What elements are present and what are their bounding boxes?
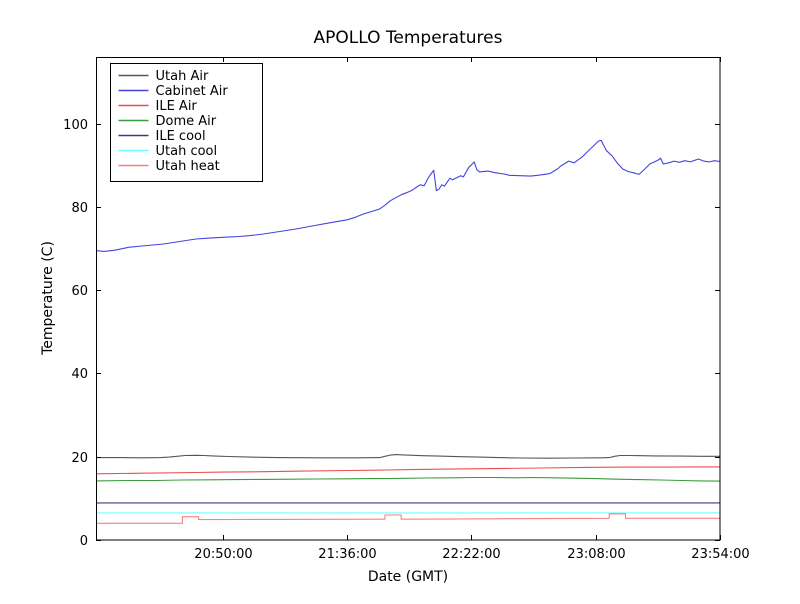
legend-label: Utah Air (156, 69, 209, 84)
series-line-cabinet-air (95, 139, 721, 252)
y-tick-label: 100 (63, 118, 88, 133)
x-axis-label: Date (GMT) (368, 569, 448, 585)
legend-label: Cabinet Air (156, 84, 229, 99)
legend-label: ILE Air (156, 99, 198, 114)
y-axis-label: Temperature (C) (40, 241, 56, 356)
y-tick-label: 20 (71, 451, 88, 466)
y-tick-label: 0 (80, 534, 88, 549)
x-tick-label: 23:08:00 (567, 547, 625, 562)
y-tick-label: 80 (71, 201, 88, 216)
plot-area-border (96, 57, 721, 541)
legend-label: ILE cool (156, 129, 206, 144)
y-axis-ticks: 0 20 40 60 80 100 (63, 118, 720, 549)
series-lines (95, 139, 721, 524)
x-tick-label: 22:22:00 (442, 547, 500, 562)
series-line-dome-air (95, 476, 721, 482)
series-line-utah-air (96, 454, 720, 459)
legend-label: Utah cool (156, 144, 218, 159)
legend-label: Utah heat (156, 159, 220, 174)
y-tick-label: 60 (71, 284, 88, 299)
series-line-utah-heat (96, 513, 720, 524)
chart-title: APOLLO Temperatures (314, 28, 503, 48)
series-line-ile-air (95, 466, 720, 475)
x-tick-label: 21:36:00 (318, 547, 376, 562)
x-tick-label: 20:50:00 (194, 547, 252, 562)
y-tick-label: 40 (71, 367, 88, 382)
legend-label: Dome Air (156, 114, 217, 129)
x-axis-ticks: 20:50:00 21:36:00 22:22:00 23:08:00 23:54:00 (194, 57, 750, 562)
x-tick-label: 23:54:00 (691, 547, 749, 562)
legend-box (110, 63, 263, 182)
